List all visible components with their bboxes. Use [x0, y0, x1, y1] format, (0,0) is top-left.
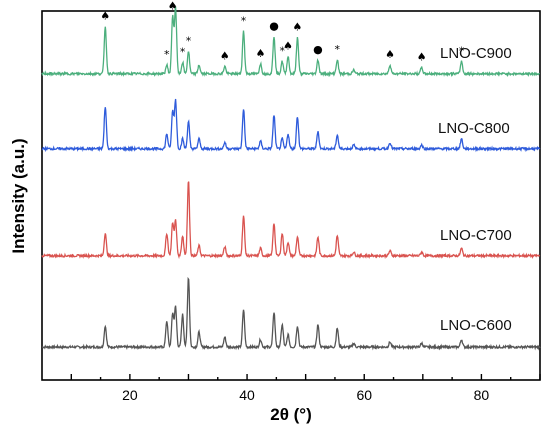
x-tick-label: 80: [474, 387, 490, 403]
series-label-lno-c600: LNO-C600: [440, 317, 512, 334]
x-tick-label: 40: [239, 387, 255, 403]
peak-marker: ♠: [293, 21, 303, 34]
peak-marker: ♠: [417, 51, 427, 64]
peak-marker: *: [335, 43, 341, 56]
series-traces: [41, 6, 541, 351]
trace-lno-c800: [41, 98, 541, 153]
peak-marker: *: [186, 34, 192, 47]
peak-markers: ♠*♠♠**♠*♠●*♠♠●*♠♠*: [100, 0, 464, 64]
peak-marker: ♠: [100, 9, 110, 22]
trace-lno-c900: [41, 6, 540, 78]
x-tick-label: 60: [356, 387, 372, 403]
x-axis-label: 2θ (°): [270, 405, 312, 424]
peak-marker: ●: [269, 19, 279, 32]
peak-marker: ♠: [385, 48, 395, 61]
trace-lno-c600: [41, 276, 541, 351]
peak-marker: *: [180, 46, 186, 59]
peak-marker: ♠: [256, 47, 266, 60]
peak-marker: *: [459, 44, 465, 57]
trace-lno-c700: [41, 181, 541, 260]
peak-marker: ♠: [220, 49, 230, 62]
series-label-lno-c800: LNO-C800: [438, 120, 510, 137]
peak-marker: *: [279, 44, 285, 57]
peak-marker: ♠: [283, 39, 293, 52]
y-axis-label: Intensity (a.u.): [9, 138, 28, 253]
plot-frame: [41, 10, 541, 381]
peak-marker: *: [241, 14, 247, 27]
peak-marker: *: [164, 48, 170, 61]
x-axis: 20 40 60 80: [70, 374, 541, 403]
series-label-lno-c900: LNO-C900: [440, 45, 512, 62]
x-tick-label: 20: [122, 387, 138, 403]
peak-marker: ♠: [168, 0, 178, 12]
peak-marker: ●: [313, 43, 323, 56]
series-labels: LNO-C600 LNO-C700 LNO-C800 LNO-C900: [438, 45, 512, 334]
series-label-lno-c700: LNO-C700: [440, 227, 512, 244]
